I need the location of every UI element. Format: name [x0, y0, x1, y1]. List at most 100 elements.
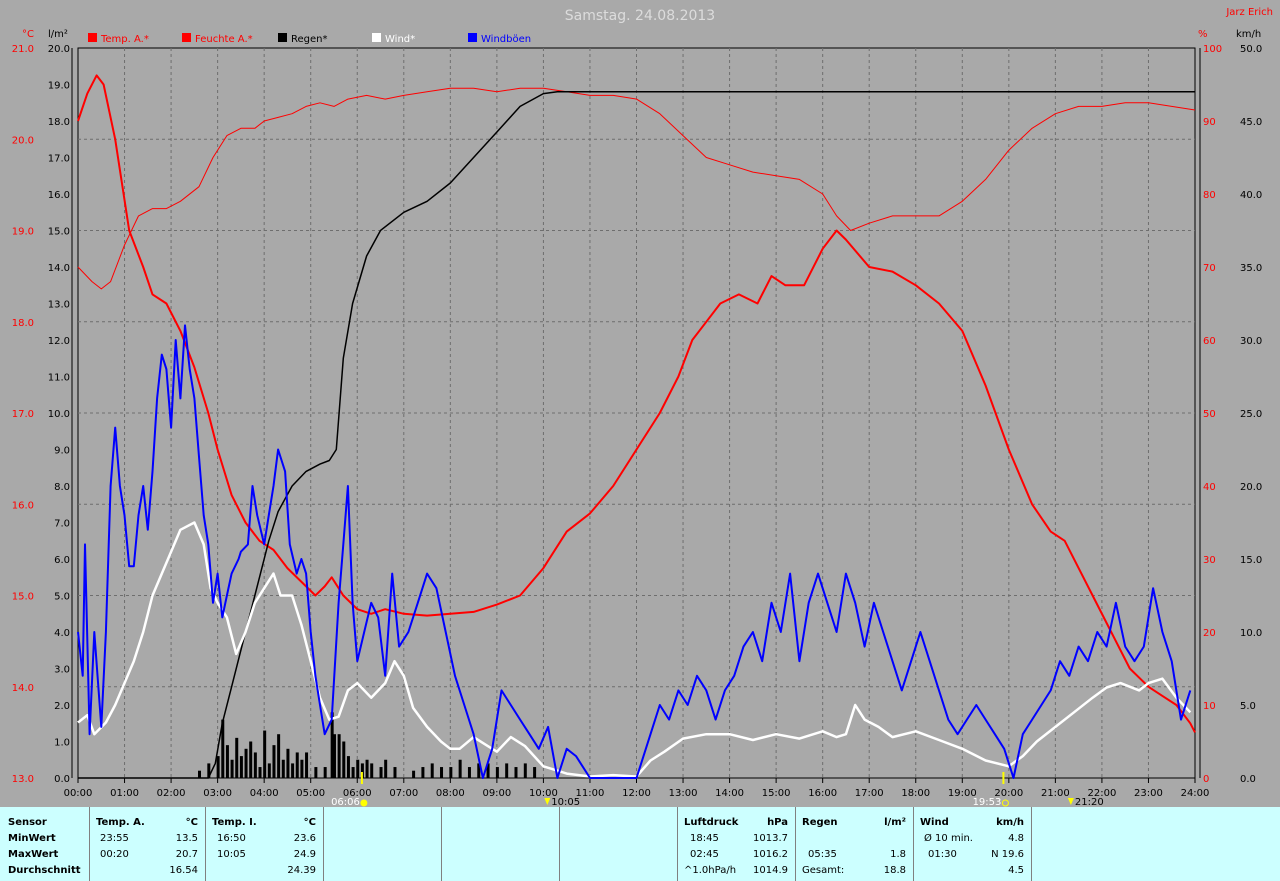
rain-bar	[249, 741, 253, 778]
rain-unit: l/m²	[884, 817, 906, 828]
wind-tick-label: 5.0	[1240, 701, 1256, 712]
rain-bar	[258, 767, 262, 778]
pressure-trend: ^1.0hPa/h	[684, 865, 737, 876]
rain-bar	[216, 756, 220, 778]
rain-total-label: Gesamt:	[802, 865, 845, 876]
rain-bar	[421, 767, 425, 778]
stats-panel: Sensor MinWert MaxWert Durchschnitt Temp…	[0, 807, 1280, 881]
legend-swatch	[372, 33, 381, 42]
durchschnitt-label: Durchschnitt	[8, 865, 81, 876]
rain-bar	[291, 763, 295, 778]
humidity-tick-label: 90	[1203, 117, 1216, 128]
rain-bar	[370, 763, 374, 778]
x-tick-label: 06:00	[343, 788, 372, 799]
temp-a-unit: °C	[185, 817, 198, 828]
series-line-wind	[77, 521, 1192, 778]
legend-label: Feuchte A.*	[195, 34, 253, 45]
rain-bar	[533, 767, 537, 778]
divider	[89, 807, 90, 881]
legend-label: Windböen	[481, 34, 531, 45]
extreme-marker-icon	[1067, 798, 1074, 805]
sensor-header: Sensor	[8, 817, 47, 828]
temp-a-min-time: 23:55	[100, 833, 129, 844]
series-line-regen	[78, 91, 1195, 779]
rain-title: Regen	[802, 817, 838, 828]
humidity-tick-label: 10	[1203, 701, 1216, 712]
wind-title: Wind	[920, 817, 949, 828]
wind-max-value: N 19.6	[991, 849, 1024, 860]
rain-tick-label: 4.0	[54, 628, 70, 639]
rain-tick-label: 7.0	[54, 519, 70, 530]
rain-bar	[305, 752, 309, 778]
weather-chart: Samstag. 24.08.2013 Jarz Erich °C l/m² %…	[12, 7, 1273, 807]
rain-total-value: 18.8	[883, 865, 906, 876]
temp-i-avg: 24.39	[287, 865, 316, 876]
pressure-max-time: 02:45	[690, 849, 719, 860]
rain-bar	[346, 756, 350, 778]
rain-tick-label: 11.0	[48, 373, 70, 384]
grid	[71, 47, 1201, 779]
x-tick-label: 10:00	[529, 788, 558, 799]
temp-i-unit: °C	[303, 817, 316, 828]
x-tick-label: 01:00	[110, 788, 139, 799]
rain-bar	[477, 763, 481, 778]
sun-icon	[360, 799, 368, 807]
rain-bar	[393, 767, 397, 778]
x-tick-label: 11:00	[576, 788, 605, 799]
x-tick-label: 07:00	[389, 788, 418, 799]
rain-bar	[267, 763, 271, 778]
legend: Temp. A.* Feuchte A.* Regen* Wind* Windböen	[88, 33, 531, 45]
divider	[677, 807, 678, 881]
divider	[205, 807, 206, 881]
rain-tick-label: 5.0	[54, 592, 70, 603]
temp-i-title: Temp. I.	[212, 817, 257, 828]
temp-i-max-time: 10:05	[217, 849, 246, 860]
pressure-unit: hPa	[767, 817, 788, 828]
divider	[913, 807, 914, 881]
rain-bar	[330, 712, 334, 778]
divider	[323, 807, 324, 881]
temp-tick-label: 18.0	[12, 318, 34, 329]
axes: 21.0 20.0 19.0 18.0 17.0 16.0 15.0 14.0 13.0 20.0…	[12, 44, 1263, 799]
rain-tick-label: 8.0	[54, 482, 70, 493]
temp-i-min-time: 16:50	[217, 833, 246, 844]
wind-tick-label: 25.0	[1240, 409, 1262, 420]
rain-unit-label: l/m²	[48, 29, 68, 40]
temp-a-min-value: 13.5	[175, 833, 198, 844]
temp-tick-label: 17.0	[12, 409, 34, 420]
humidity-unit-label: %	[1198, 29, 1208, 40]
x-tick-label: 05:00	[296, 788, 325, 799]
rain-bar	[235, 737, 239, 778]
legend-swatch	[88, 33, 97, 42]
humidity-tick-label: 70	[1203, 263, 1216, 274]
rain-bar	[458, 759, 462, 778]
rain-bar	[486, 763, 490, 778]
rain-bar	[467, 767, 471, 778]
x-tick-label: 18:00	[901, 788, 930, 799]
legend-label: Temp. A.*	[100, 34, 149, 45]
wind-tick-label: 45.0	[1240, 117, 1262, 128]
wind-tick-label: 20.0	[1240, 482, 1262, 493]
divider	[559, 807, 560, 881]
rain-bar	[379, 767, 383, 778]
temp-a-avg: 16.54	[169, 865, 198, 876]
x-tick-label: 21:00	[1041, 788, 1070, 799]
x-tick-label: 15:00	[762, 788, 791, 799]
temp-tick-label: 13.0	[12, 774, 34, 785]
rain-bar	[384, 759, 388, 778]
x-tick-label: 09:00	[482, 788, 511, 799]
rain-bar	[351, 767, 355, 778]
x-tick-label: 03:00	[203, 788, 232, 799]
rain-tick-label: 1.0	[54, 738, 70, 749]
rain-bar	[221, 719, 225, 778]
rain-bar	[253, 752, 257, 778]
rain-tick-label: 16.0	[48, 190, 70, 201]
rain-bar	[281, 759, 285, 778]
rain-bar	[295, 752, 299, 778]
rain-bar	[323, 767, 327, 778]
rain-bar	[412, 770, 416, 778]
wind-tick-label: 0.0	[1240, 774, 1256, 785]
pressure-min-value: 1013.7	[753, 833, 788, 844]
rain-bar	[495, 767, 499, 778]
temp-unit-label: °C	[22, 29, 34, 40]
